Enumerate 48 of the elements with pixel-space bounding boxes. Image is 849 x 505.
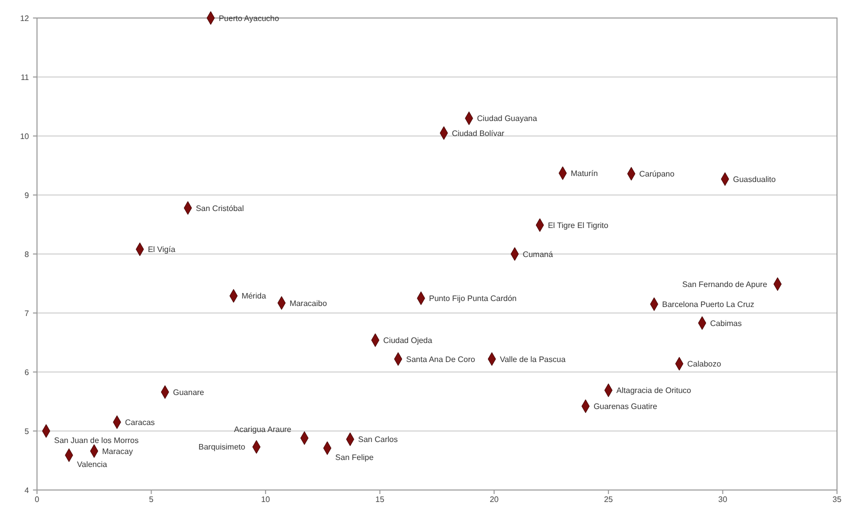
annotation: Ciudad Ojeda: [383, 336, 433, 345]
x-tick-label: 0: [34, 495, 40, 504]
annotation: Barquisimeto: [198, 442, 246, 452]
x-tick-label: 15: [375, 495, 385, 504]
annotation: Punto Fijo Punta Cardón: [429, 294, 517, 304]
annotation: El Tigre El Tigrito: [548, 220, 609, 230]
annotation: Caracas: [125, 418, 155, 427]
y-tick-label: 4: [24, 486, 30, 495]
annotation: Carúpano: [639, 170, 675, 179]
y-tick-label: 5: [24, 426, 30, 436]
annotation: San Fernando de Apure: [682, 280, 768, 289]
annotation: San Carlos: [358, 435, 398, 444]
y-tick-label: 12: [20, 14, 30, 23]
y-tick-label: 7: [24, 308, 30, 318]
annotation: Ciudad Bolívar: [452, 128, 505, 138]
x-tick-label: 10: [261, 495, 271, 504]
annotation: Ciudad Guayana: [477, 114, 538, 124]
annotation: Santa Ana De Coro: [406, 354, 476, 364]
annotation: San Felipe: [335, 452, 374, 462]
annotation: Guanare: [173, 388, 205, 397]
x-tick-label: 5: [149, 495, 154, 504]
annotation: Altagracia de Orituco: [616, 386, 692, 396]
annotation: Calabozo: [687, 360, 722, 369]
annotation: Barcelona Puerto La Cruz: [662, 300, 754, 309]
annotation: Guarenas Guatire: [594, 402, 658, 412]
annotation: Puerto Ayacucho: [218, 14, 280, 23]
annotation: Valencia: [77, 460, 108, 469]
x-tick-label: 25: [604, 495, 614, 504]
annotation: San Juan de los Morros: [54, 436, 139, 445]
annotation: Mérida: [242, 292, 267, 301]
annotation: Valle de la Pascua: [500, 354, 566, 364]
annotation: El Vigía: [148, 245, 176, 254]
annotation: Guasdualito: [733, 174, 776, 184]
y-tick-label: 10: [20, 132, 30, 141]
annotation: San Cristóbal: [196, 204, 244, 213]
annotation: Maturín: [570, 168, 598, 178]
y-tick-label: 9: [24, 190, 30, 200]
annotation: Maracaibo: [290, 298, 328, 308]
x-tick-label: 20: [490, 495, 500, 504]
y-tick-label: 8: [24, 250, 30, 259]
y-tick-label: 6: [24, 368, 30, 377]
y-tick-label: 11: [20, 72, 30, 82]
annotation: Acarigua Araure: [234, 424, 292, 434]
x-tick-label: 30: [718, 495, 728, 504]
annotation: Maracay: [102, 446, 133, 456]
x-tick-label: 35: [832, 495, 842, 504]
annotation: Cabimas: [710, 318, 742, 328]
annotation: Cumaná: [522, 250, 554, 259]
